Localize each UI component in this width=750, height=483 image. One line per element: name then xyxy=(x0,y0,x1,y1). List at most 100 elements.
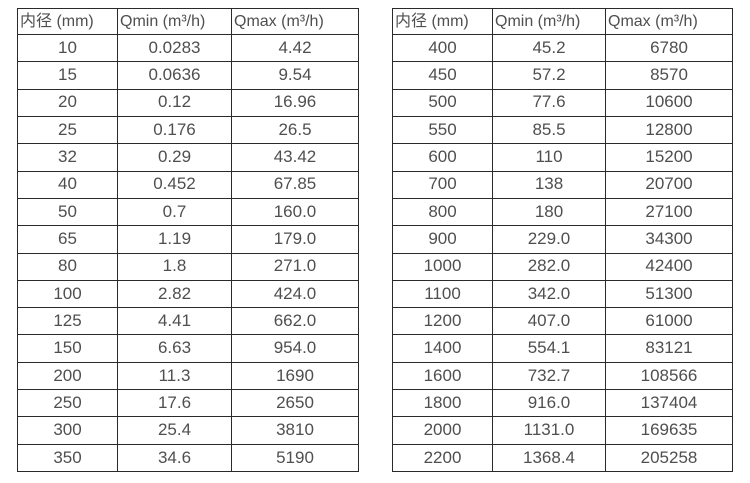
table-cell: 0.176 xyxy=(117,115,232,145)
table-cell: 138 xyxy=(492,170,606,199)
table-cell: 350 xyxy=(17,443,118,473)
table-cell: 200 xyxy=(17,361,118,391)
table-row: 32 0.29 43.42 xyxy=(17,143,359,172)
table-row: 1000 282.0 42400 xyxy=(392,252,733,281)
table-cell: 42400 xyxy=(605,252,733,281)
table-cell: 1690 xyxy=(231,361,359,391)
table-row: 25 0.176 26.5 xyxy=(17,115,359,145)
table-cell: 1200 xyxy=(392,307,493,336)
table-cell: 600 xyxy=(392,143,493,172)
table-row: 800 180 27100 xyxy=(392,197,733,227)
table-cell: 282.0 xyxy=(492,252,606,281)
table-row: 15 0.0636 9.54 xyxy=(17,61,359,90)
header-qmax: Qmax (m³/h) xyxy=(605,8,733,35)
table-cell: 34300 xyxy=(605,225,733,254)
table-cell: 554.1 xyxy=(492,334,606,363)
table-cell: 20 xyxy=(17,88,118,117)
table-cell: 108566 xyxy=(605,361,733,391)
table-cell: 0.29 xyxy=(117,143,232,172)
table-cell: 1368.4 xyxy=(492,443,606,473)
table-cell: 27100 xyxy=(605,197,733,227)
table-cell: 179.0 xyxy=(231,225,359,254)
table-row: 20 0.12 16.96 xyxy=(17,88,359,117)
table-body: 400 45.2 6780 450 57.2 8570 500 77.6 10600 550 85.… xyxy=(392,33,733,473)
table-row: 150 6.63 954.0 xyxy=(17,334,359,363)
table-cell: 205258 xyxy=(605,443,733,473)
table-cell: 550 xyxy=(392,115,493,145)
header-qmin: Qmin (m³/h) xyxy=(117,8,232,35)
table-cell: 500 xyxy=(392,88,493,117)
table-cell: 51300 xyxy=(605,279,733,309)
table-cell: 1000 xyxy=(392,252,493,281)
table-cell: 0.12 xyxy=(117,88,232,117)
table-cell: 1131.0 xyxy=(492,416,606,445)
table-cell: 26.5 xyxy=(231,115,359,145)
table-cell: 954.0 xyxy=(231,334,359,363)
table-cell: 900 xyxy=(392,225,493,254)
table-row: 100 2.82 424.0 xyxy=(17,279,359,309)
table-row: 1600 732.7 108566 xyxy=(392,361,733,391)
table-row: 550 85.5 12800 xyxy=(392,115,733,145)
table-cell: 8570 xyxy=(605,61,733,90)
table-cell: 800 xyxy=(392,197,493,227)
table-cell: 916.0 xyxy=(492,389,606,418)
header-qmin: Qmin (m³/h) xyxy=(492,8,606,35)
table-cell: 160.0 xyxy=(231,197,359,227)
table-cell: 34.6 xyxy=(117,443,232,473)
table-cell: 10600 xyxy=(605,88,733,117)
table-row: 2000 1131.0 169635 xyxy=(392,416,733,445)
table-cell: 2000 xyxy=(392,416,493,445)
table-cell: 407.0 xyxy=(492,307,606,336)
table-row: 10 0.0283 4.42 xyxy=(17,33,359,63)
table-cell: 20700 xyxy=(605,170,733,199)
table-cell: 0.452 xyxy=(117,170,232,199)
table-row: 600 110 15200 xyxy=(392,143,733,172)
table-row: 50 0.7 160.0 xyxy=(17,197,359,227)
table-row: 500 77.6 10600 xyxy=(392,88,733,117)
table-row: 1400 554.1 83121 xyxy=(392,334,733,363)
table-cell: 50 xyxy=(17,197,118,227)
table-row: 350 34.6 5190 xyxy=(17,443,359,473)
table-cell: 100 xyxy=(17,279,118,309)
table-cell: 180 xyxy=(492,197,606,227)
table-body: 10 0.0283 4.42 15 0.0636 9.54 20 0.12 16.96 25 0.1… xyxy=(17,33,359,473)
table-cell: 0.0636 xyxy=(117,61,232,90)
table-row: 700 138 20700 xyxy=(392,170,733,199)
table-header: 内径 (mm) Qmin (m³/h) Qmax (m³/h) xyxy=(17,8,359,35)
table-cell: 662.0 xyxy=(231,307,359,336)
table-cell: 1600 xyxy=(392,361,493,391)
table-cell: 67.85 xyxy=(231,170,359,199)
table-cell: 25.4 xyxy=(117,416,232,445)
table-cell: 110 xyxy=(492,143,606,172)
table-cell: 45.2 xyxy=(492,33,606,63)
table-cell: 271.0 xyxy=(231,252,359,281)
table-cell: 9.54 xyxy=(231,61,359,90)
table-row: 1800 916.0 137404 xyxy=(392,389,733,418)
table-cell: 32 xyxy=(17,143,118,172)
table-cell: 85.5 xyxy=(492,115,606,145)
table-cell: 342.0 xyxy=(492,279,606,309)
header-row: 内径 (mm) Qmin (m³/h) Qmax (m³/h) xyxy=(17,8,359,35)
table-row: 900 229.0 34300 xyxy=(392,225,733,254)
table-cell: 15200 xyxy=(605,143,733,172)
flow-table-large-diameters: 内径 (mm) Qmin (m³/h) Qmax (m³/h) 400 45.2 6… xyxy=(392,8,733,473)
table-cell: 65 xyxy=(17,225,118,254)
table-cell: 5190 xyxy=(231,443,359,473)
table-cell: 80 xyxy=(17,252,118,281)
table-cell: 2200 xyxy=(392,443,493,473)
table-cell: 229.0 xyxy=(492,225,606,254)
table-cell: 16.96 xyxy=(231,88,359,117)
table-row: 250 17.6 2650 xyxy=(17,389,359,418)
table-cell: 4.41 xyxy=(117,307,232,336)
table-cell: 43.42 xyxy=(231,143,359,172)
table-cell: 6.63 xyxy=(117,334,232,363)
table-cell: 1400 xyxy=(392,334,493,363)
table-cell: 83121 xyxy=(605,334,733,363)
table-cell: 300 xyxy=(17,416,118,445)
header-inner-diameter: 内径 (mm) xyxy=(392,8,493,35)
table-cell: 17.6 xyxy=(117,389,232,418)
table-cell: 424.0 xyxy=(231,279,359,309)
table-cell: 125 xyxy=(17,307,118,336)
table-row: 1200 407.0 61000 xyxy=(392,307,733,336)
table-cell: 0.0283 xyxy=(117,33,232,63)
